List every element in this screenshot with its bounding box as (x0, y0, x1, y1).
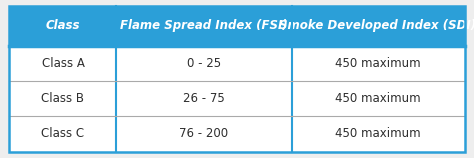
Text: 0 - 25: 0 - 25 (187, 57, 221, 70)
Text: Smoke Developed Index (SDI): Smoke Developed Index (SDI) (280, 19, 474, 32)
Text: Class A: Class A (42, 57, 84, 70)
Bar (9, 81, 465, 116)
Text: 26 - 75: 26 - 75 (183, 92, 225, 105)
Text: Class: Class (46, 19, 80, 32)
Bar (9, 116, 465, 152)
Text: Class C: Class C (41, 128, 84, 140)
Text: Flame Spread Index (FSI): Flame Spread Index (FSI) (120, 19, 288, 32)
Text: 450 maximum: 450 maximum (335, 128, 421, 140)
Text: 76 - 200: 76 - 200 (180, 128, 228, 140)
Bar (9, 46, 465, 81)
Text: 450 maximum: 450 maximum (335, 57, 421, 70)
Bar (9, 6, 465, 46)
Text: Class B: Class B (41, 92, 84, 105)
Text: 450 maximum: 450 maximum (335, 92, 421, 105)
